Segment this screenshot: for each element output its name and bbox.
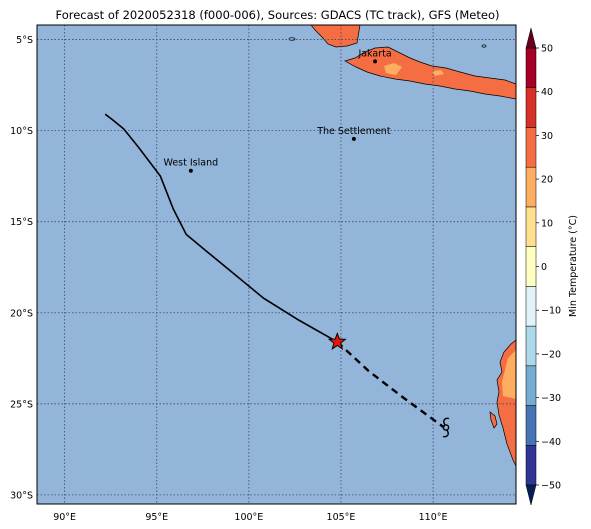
colorbar-segment	[525, 206, 537, 247]
lat-tick-labels: 5°S 10°S 15°S 20°S 25°S 30°S	[10, 35, 33, 501]
lon-tick-label: 110°E	[419, 512, 448, 523]
island-small-1	[288, 37, 296, 41]
colorbar-tick-label: 40	[541, 87, 553, 98]
land-java-hot-1	[384, 63, 402, 75]
land-java	[344, 46, 516, 100]
colorbar-tick-label: 30	[541, 131, 553, 142]
colorbar-top-arrow	[525, 27, 537, 49]
map-frame	[36, 24, 517, 505]
place-label: West Island	[164, 158, 219, 169]
land-layer	[288, 25, 516, 467]
colorbar-tick-label: −10	[541, 306, 561, 317]
colorbar-tick-label: −40	[541, 437, 561, 448]
land-australia-hot	[502, 350, 516, 399]
colorbar-segment	[525, 166, 537, 208]
track-past-line	[104, 113, 338, 343]
lon-tick-label: 95°E	[145, 512, 168, 523]
lat-tick-label: 25°S	[10, 399, 33, 410]
lon-tick-label: 90°E	[53, 512, 76, 523]
lat-tick-label: 30°S	[10, 490, 33, 501]
colorbar-segment	[525, 246, 537, 287]
lon-tick-label: 105°E	[327, 512, 356, 523]
ocean	[37, 25, 516, 504]
colorbar-tick-label: −20	[541, 349, 561, 360]
cyclone-icon	[442, 417, 450, 438]
track-forecast-line	[336, 341, 445, 429]
lat-tick-label: 10°S	[10, 126, 33, 137]
lon-tick-labels: 90°E 95°E 100°E 105°E 110°E	[53, 512, 447, 523]
place-marker	[351, 136, 356, 141]
place-label: The Settlement	[316, 126, 391, 137]
land-java-hot-2	[432, 70, 444, 76]
lat-tick-label: 5°S	[16, 35, 33, 46]
island-small-2	[481, 44, 487, 48]
colorbar-segment	[525, 445, 537, 486]
place-marker	[188, 168, 193, 173]
gridlines	[37, 25, 516, 504]
lon-tick-label: 100°E	[234, 512, 263, 523]
colorbar-tick-label: 0	[541, 262, 547, 273]
colorbar: 50 40 30 20 10 0 −10 −20 −30 −40 −50	[525, 27, 561, 506]
colorbar-segment	[525, 365, 537, 406]
lat-tick-label: 20°S	[10, 308, 33, 319]
land-shark-bay	[489, 411, 498, 429]
colorbar-segment	[525, 286, 537, 327]
lat-tick-label: 15°S	[10, 217, 33, 228]
colorbar-segment	[525, 47, 537, 88]
colorbar-bottom-arrow	[525, 484, 537, 506]
land-sumatra	[310, 25, 361, 48]
colorbar-segment	[525, 87, 537, 128]
colorbar-label: Min Temperature (°C)	[568, 215, 579, 317]
colorbar-segment	[525, 405, 537, 446]
map-title: Forecast of 2020052318 (f000-006), Sourc…	[55, 8, 500, 22]
place-label: Jakarta	[357, 48, 391, 59]
colorbar-tick-label: 20	[541, 175, 553, 186]
place-marker	[373, 59, 378, 64]
current-position-star-icon	[327, 331, 347, 350]
colorbar-segment	[525, 127, 537, 168]
places: Jakarta The Settlement West Island	[164, 48, 392, 173]
colorbar-segment	[525, 325, 537, 367]
colorbar-tick-label: 10	[541, 218, 553, 229]
cyclone-track	[104, 113, 450, 438]
colorbar-tick-label: 50	[541, 44, 553, 55]
colorbar-tick-label: −30	[541, 393, 561, 404]
colorbar-tick-label: −50	[541, 481, 561, 492]
